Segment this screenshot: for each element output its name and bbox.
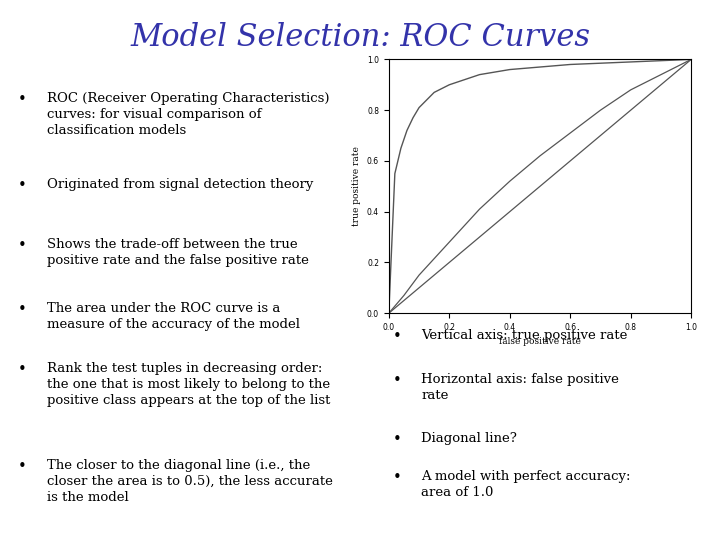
Text: Horizontal axis: false positive
rate: Horizontal axis: false positive rate (421, 373, 619, 402)
X-axis label: false positive rate: false positive rate (499, 338, 581, 347)
Text: •: • (392, 470, 401, 485)
Text: •: • (392, 373, 401, 388)
Text: •: • (18, 238, 27, 253)
Text: •: • (18, 362, 27, 377)
Text: •: • (18, 302, 27, 318)
Text: Shows the trade-off between the true
positive rate and the false positive rate: Shows the trade-off between the true pos… (47, 238, 309, 267)
Text: Vertical axis: true positive rate: Vertical axis: true positive rate (421, 329, 628, 342)
Text: The area under the ROC curve is a
measure of the accuracy of the model: The area under the ROC curve is a measur… (47, 302, 300, 332)
Text: •: • (18, 178, 27, 193)
Text: Rank the test tuples in decreasing order:
the one that is most likely to belong : Rank the test tuples in decreasing order… (47, 362, 330, 407)
Text: •: • (18, 92, 27, 107)
Text: Model Selection: ROC Curves: Model Selection: ROC Curves (130, 22, 590, 52)
Text: Originated from signal detection theory: Originated from signal detection theory (47, 178, 313, 191)
Text: The closer to the diagonal line (i.e., the
closer the area is to 0.5), the less : The closer to the diagonal line (i.e., t… (47, 459, 333, 504)
Text: Diagonal line?: Diagonal line? (421, 432, 517, 445)
Text: •: • (392, 432, 401, 447)
Text: A model with perfect accuracy:
area of 1.0: A model with perfect accuracy: area of 1… (421, 470, 631, 499)
Y-axis label: true positive rate: true positive rate (352, 146, 361, 226)
Text: •: • (392, 329, 401, 345)
Text: ROC (Receiver Operating Characteristics)
curves: for visual comparison of
classi: ROC (Receiver Operating Characteristics)… (47, 92, 329, 137)
Text: •: • (18, 459, 27, 474)
